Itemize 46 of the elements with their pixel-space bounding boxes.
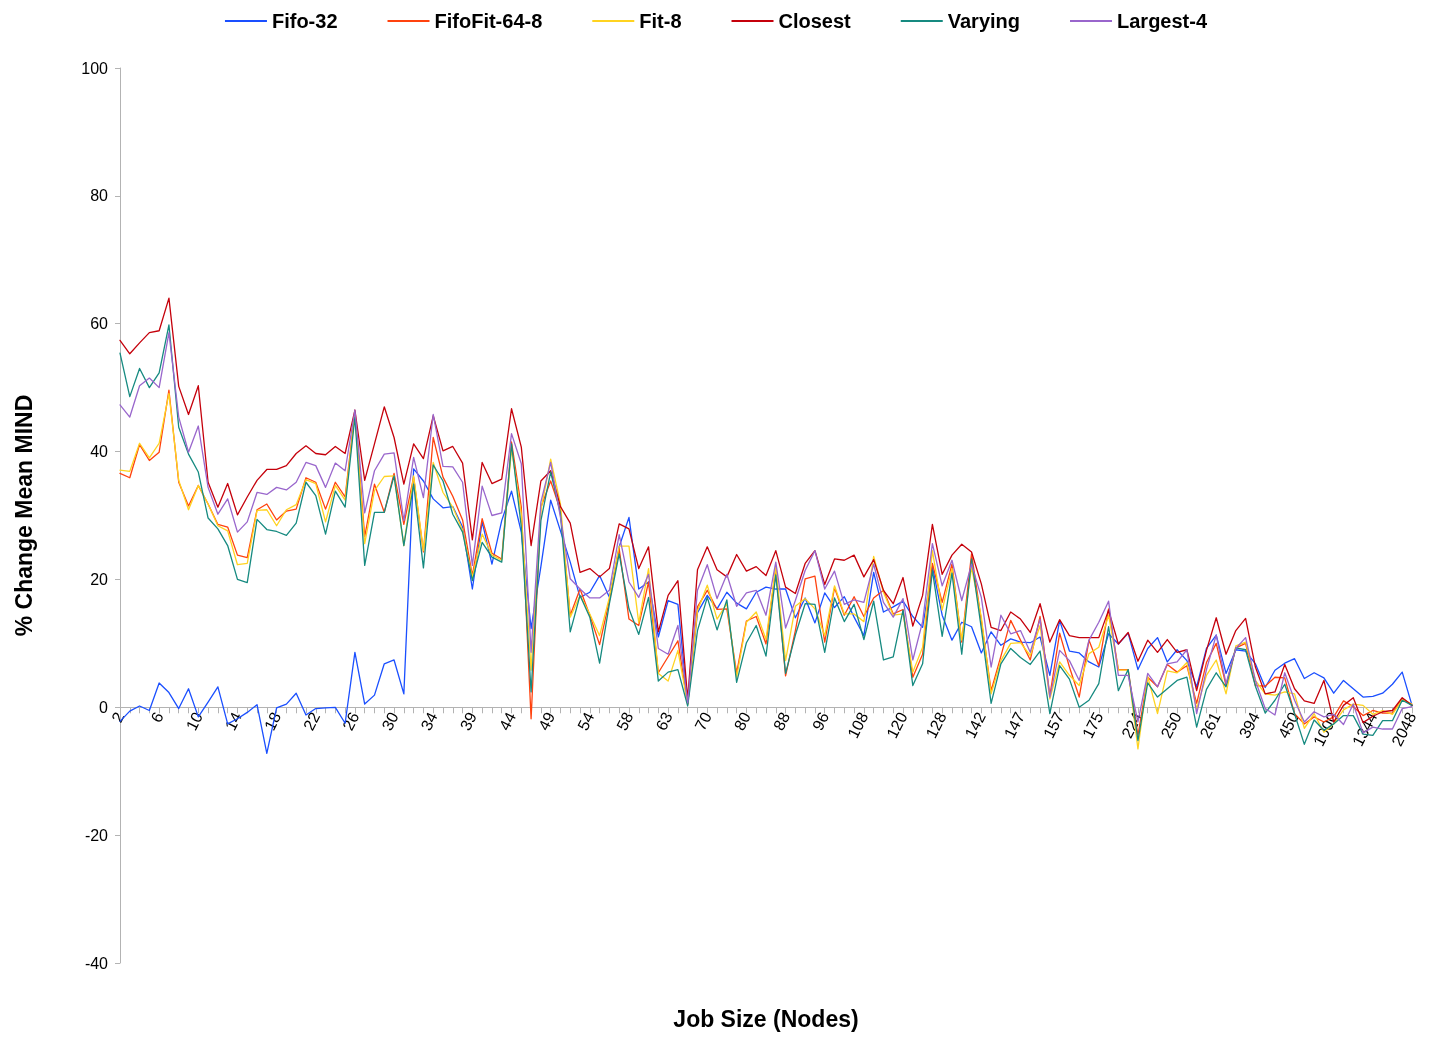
y-tick-label: -20 bbox=[84, 826, 109, 844]
x-tick-label: 39 bbox=[456, 709, 480, 733]
x-tick-label: 80 bbox=[730, 709, 755, 733]
y-tick-label: 0 bbox=[99, 698, 109, 716]
legend-label: Fit-8 bbox=[639, 10, 682, 32]
x-tick-label: 157 bbox=[1039, 709, 1068, 741]
legend-label: Fifo-32 bbox=[271, 10, 338, 32]
legend-label: Largest-4 bbox=[1117, 10, 1208, 32]
legend-label: Closest bbox=[778, 10, 852, 32]
x-tick-label: 120 bbox=[883, 709, 911, 741]
x-tick-label: 450 bbox=[1274, 709, 1303, 741]
y-axis-title: % Change Mean MIND bbox=[10, 394, 37, 637]
y-tick-label: 100 bbox=[81, 59, 109, 77]
x-tick-label: 58 bbox=[613, 709, 637, 733]
x-tick-label: 22 bbox=[300, 709, 324, 733]
x-tick-label: 54 bbox=[574, 709, 598, 733]
x-tick-label: 30 bbox=[378, 709, 402, 733]
x-tick-label: 34 bbox=[417, 709, 441, 733]
y-tick-label: 20 bbox=[90, 570, 109, 588]
x-tick-label: 18 bbox=[260, 709, 285, 733]
x-tick-label: 250 bbox=[1157, 709, 1185, 741]
y-tick-label: 60 bbox=[90, 315, 109, 333]
x-tick-label: 2 bbox=[108, 709, 128, 726]
x-axis-title: Job Size (Nodes) bbox=[673, 1005, 859, 1032]
x-tick-label: 2048 bbox=[1388, 709, 1420, 749]
x-tick-label: 63 bbox=[652, 709, 676, 733]
y-tick-label: 40 bbox=[90, 443, 109, 461]
x-tick-label: 44 bbox=[495, 709, 520, 733]
legend-label: FifoFit-64-8 bbox=[434, 10, 543, 32]
x-tick-label: 261 bbox=[1196, 709, 1224, 741]
x-tick-label: 128 bbox=[922, 709, 950, 741]
legend-label: Varying bbox=[947, 10, 1021, 32]
x-tick-label: 6 bbox=[147, 709, 167, 726]
x-tick-label: 49 bbox=[535, 709, 559, 733]
x-tick-label: 10 bbox=[182, 709, 206, 733]
x-tick-label: 88 bbox=[769, 709, 794, 733]
x-tick-label: 70 bbox=[691, 709, 715, 733]
x-tick-label: 96 bbox=[809, 709, 833, 733]
y-tick-label: -40 bbox=[84, 954, 109, 972]
x-tick-label: 147 bbox=[1000, 709, 1029, 741]
x-tick-label: 175 bbox=[1079, 709, 1107, 741]
x-tick-label: 108 bbox=[844, 709, 872, 741]
x-tick-label: 142 bbox=[961, 709, 989, 741]
y-tick-label: 80 bbox=[90, 187, 109, 205]
x-tick-label: 26 bbox=[339, 709, 363, 733]
x-tick-label: 394 bbox=[1235, 709, 1264, 741]
